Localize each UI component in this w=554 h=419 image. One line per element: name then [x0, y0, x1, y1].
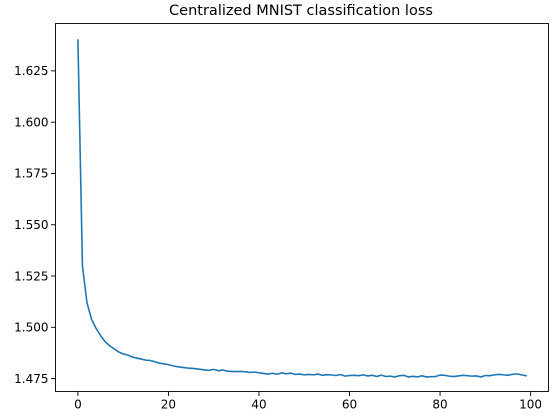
- y-tick-label: 1.600: [14, 115, 48, 129]
- x-tick-label: 40: [251, 398, 266, 412]
- y-tick-label: 1.525: [14, 269, 48, 283]
- y-tick-label: 1.625: [14, 64, 48, 78]
- x-tick-label: 80: [432, 398, 447, 412]
- x-tick-label: 100: [519, 398, 542, 412]
- y-tick-label: 1.550: [14, 218, 48, 232]
- y-tick-label: 1.500: [14, 321, 48, 335]
- y-tick-label: 1.475: [14, 372, 48, 386]
- x-tick-label: 60: [342, 398, 357, 412]
- y-tick-label: 1.575: [14, 167, 48, 181]
- series-line-0: [77, 39, 528, 378]
- chart-title: Centralized MNIST classification loss: [169, 3, 433, 19]
- axes-frame: [55, 23, 549, 392]
- x-tick-label: 0: [74, 398, 82, 412]
- plot-layer: 0 20 40 60 80 100 1.475 1.500 1.525 1.550 1.575 1.6…: [14, 23, 549, 412]
- x-tick-label: 20: [161, 398, 176, 412]
